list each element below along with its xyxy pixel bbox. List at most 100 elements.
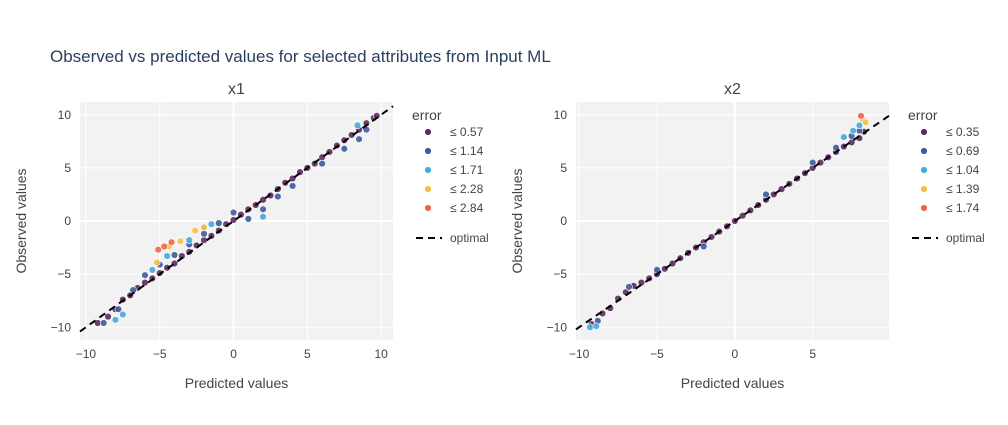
legend: error ≤ 0.57 ≤ 1.14 ≤ 1.71 ≤ 2.28 ≤ 2.84 optim… xyxy=(412,107,489,245)
legend-entry: ≤ 1.74 xyxy=(946,201,980,215)
data-point xyxy=(160,242,168,251)
legend-entry: ≤ 1.39 xyxy=(946,182,980,196)
data-point xyxy=(176,237,185,245)
optimal-line xyxy=(79,105,394,333)
data-point xyxy=(200,230,208,238)
x-tick-label: 5 xyxy=(304,347,311,361)
data-point xyxy=(99,319,108,327)
data-point xyxy=(191,226,199,235)
figure-title: Observed vs predicted values for selecte… xyxy=(50,47,551,66)
legend: error ≤ 0.35 ≤ 0.69 ≤ 1.04 ≤ 1.39 ≤ 1.74 optim… xyxy=(908,107,985,245)
x-tick-label: 0 xyxy=(230,347,237,361)
data-point xyxy=(288,182,297,190)
data-point xyxy=(586,323,594,331)
legend-entry: ≤ 0.35 xyxy=(946,125,980,139)
legend-marker xyxy=(424,185,432,193)
data-point xyxy=(840,133,848,141)
y-tick-label: −10 xyxy=(547,320,568,334)
data-point xyxy=(141,271,149,279)
legend-entry: ≤ 1.14 xyxy=(450,144,484,158)
data-point xyxy=(347,131,356,139)
data-point xyxy=(625,283,633,291)
subplot-x2: −10 −5 0 5 −10 −5 0 5 10 Predicted values Observed… xyxy=(509,81,985,391)
data-point xyxy=(148,266,157,274)
data-point xyxy=(163,264,171,272)
legend-title: error xyxy=(908,107,938,123)
data-point xyxy=(114,305,123,313)
y-tick-label: 0 xyxy=(560,214,567,228)
data-point xyxy=(163,252,171,260)
legend-marker xyxy=(920,147,928,155)
y-tick-label: 5 xyxy=(64,161,71,175)
data-point xyxy=(104,312,112,321)
data-point xyxy=(849,126,857,135)
legend-marker xyxy=(424,166,432,174)
y-axis-label: Observed values xyxy=(13,168,29,273)
data-point xyxy=(861,118,870,126)
data-point xyxy=(119,310,127,319)
x-tick-label: −5 xyxy=(153,347,167,361)
legend-entry: ≤ 1.71 xyxy=(450,163,484,177)
legend-marker xyxy=(424,147,432,155)
data-point xyxy=(592,322,600,330)
data-point xyxy=(167,238,176,246)
x-axis-label: Predicted values xyxy=(681,375,785,391)
data-point xyxy=(355,135,363,143)
x-tick-label: 10 xyxy=(375,347,389,361)
x-tick-label: −10 xyxy=(569,347,590,361)
data-point xyxy=(154,245,162,254)
legend-entry: ≤ 2.28 xyxy=(450,182,484,196)
legend-entry: ≤ 2.84 xyxy=(450,201,484,215)
data-point xyxy=(200,236,208,244)
legend-entry: ≤ 1.04 xyxy=(946,163,980,177)
x-tick-label: −10 xyxy=(76,347,97,361)
legend-marker xyxy=(920,185,928,193)
subplot-title: x2 xyxy=(724,81,741,98)
legend-title: error xyxy=(412,107,442,123)
optimal-line xyxy=(575,114,890,331)
x-tick-label: 0 xyxy=(731,347,738,361)
legend-entry: optimal xyxy=(450,231,489,245)
legend-entry: optimal xyxy=(946,231,985,245)
x-axis-label: Predicted values xyxy=(185,375,289,391)
data-point xyxy=(259,196,267,204)
data-point xyxy=(762,190,770,199)
subplot-x1: −10 −5 0 5 10 −10 −5 0 5 10 Predicted values Observ… xyxy=(13,81,489,391)
data-point xyxy=(207,220,216,228)
data-point xyxy=(229,208,238,217)
data-point xyxy=(855,121,864,130)
y-tick-label: 0 xyxy=(64,214,71,228)
y-tick-label: 10 xyxy=(554,108,568,122)
data-point xyxy=(373,112,381,120)
legend-entry: ≤ 0.57 xyxy=(450,125,484,139)
data-point xyxy=(808,158,817,167)
data-point xyxy=(637,278,646,287)
data-point xyxy=(244,215,253,223)
x-tick-label: −5 xyxy=(650,347,664,361)
y-tick-label: −10 xyxy=(51,320,72,334)
y-tick-label: 10 xyxy=(58,108,72,122)
legend-marker xyxy=(920,128,928,136)
data-point xyxy=(153,258,161,267)
y-tick-label: 5 xyxy=(560,161,567,175)
data-point xyxy=(215,219,223,227)
data-point xyxy=(857,112,865,120)
data-point xyxy=(318,159,326,168)
data-point xyxy=(185,236,193,244)
data-point xyxy=(229,216,238,224)
legend-marker xyxy=(920,166,928,174)
data-point xyxy=(699,242,708,251)
legend-entry: ≤ 0.69 xyxy=(946,144,980,158)
data-point xyxy=(170,251,179,259)
legend-marker xyxy=(920,204,928,212)
data-point xyxy=(259,213,267,221)
y-tick-label: −5 xyxy=(57,267,71,281)
data-point xyxy=(200,223,208,232)
data-point xyxy=(111,316,120,324)
x-tick-label: 5 xyxy=(809,347,816,361)
data-point xyxy=(340,145,348,153)
y-tick-label: −5 xyxy=(553,267,567,281)
data-point xyxy=(274,192,282,201)
